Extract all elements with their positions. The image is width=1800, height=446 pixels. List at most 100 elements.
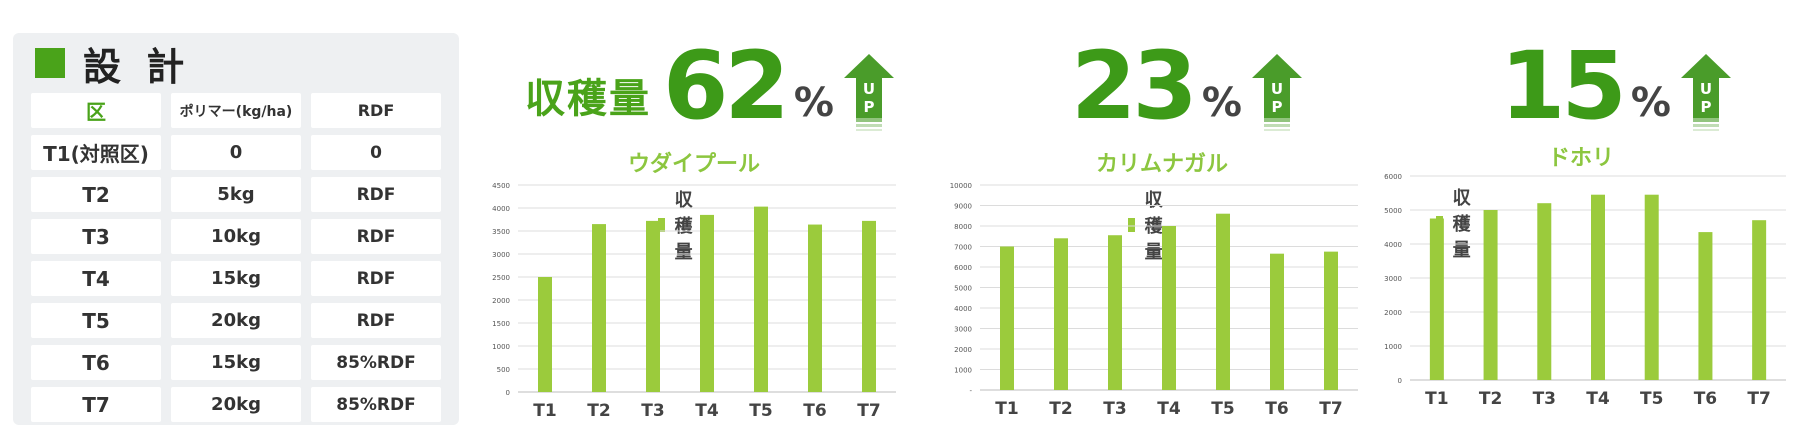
chart-legend: 収穫量 — [1128, 186, 1170, 264]
bar-T6 — [1270, 253, 1284, 390]
y-tick-label: 3000 — [954, 326, 972, 334]
table-cell-polymer: 20kg — [171, 387, 301, 422]
legend-swatch — [1128, 218, 1135, 232]
headline-label: 収穫量 — [525, 76, 651, 122]
headline: 15 % U P — [1500, 32, 1731, 141]
x-tick-label: T4 — [695, 401, 719, 421]
x-tick-label: T3 — [1533, 389, 1556, 409]
y-tick-label: 3000 — [492, 251, 510, 259]
x-tick-label: T7 — [1747, 389, 1770, 409]
y-tick-label: 2500 — [492, 274, 510, 282]
y-tick-label: 8000 — [954, 223, 972, 231]
x-tick-label: T1 — [533, 401, 556, 421]
table-row: T7 20kg 85%RDF — [31, 387, 441, 422]
table-cell-plot: T7 — [31, 387, 161, 422]
bar-T6 — [808, 224, 822, 392]
up-letter-u: U — [863, 80, 875, 98]
table-cell-rdf: RDF — [311, 303, 441, 338]
table-cell-rdf: 85%RDF — [311, 345, 441, 380]
bar-T5 — [1216, 213, 1230, 390]
table-cell-rdf: RDF — [311, 261, 441, 296]
table-row: T2 5kg RDF — [31, 177, 441, 212]
table-cell-plot: T1(対照区) — [31, 135, 161, 170]
y-tick-label: - — [969, 387, 972, 395]
bar-T6 — [1698, 232, 1713, 380]
chart-legend: 収穫量 — [1436, 184, 1478, 262]
table-cell-polymer: 15kg — [171, 261, 301, 296]
y-tick-label: 7000 — [954, 244, 972, 252]
x-tick-label: T6 — [1265, 399, 1288, 419]
legend-swatch — [1436, 216, 1443, 230]
legend-label: 収穫量 — [1452, 188, 1471, 261]
bar-T5 — [754, 206, 768, 392]
bar-T4 — [700, 214, 714, 392]
x-tick-label: T3 — [641, 401, 664, 421]
bar-T1 — [1000, 246, 1014, 390]
y-tick-label: 1500 — [492, 320, 510, 328]
legend-swatch — [658, 218, 665, 232]
chart-title: ウダイプール — [628, 152, 761, 177]
legend-label: 収穫量 — [674, 190, 693, 263]
bar-T7 — [862, 220, 876, 392]
x-tick-label: T7 — [857, 401, 880, 421]
design-title: 設 計 — [35, 38, 191, 89]
bar-T1 — [538, 277, 552, 392]
y-tick-label: 5000 — [954, 285, 972, 293]
bar-T2 — [592, 224, 606, 392]
x-tick-label: T3 — [1103, 399, 1126, 419]
x-tick-label: T1 — [1425, 389, 1448, 409]
up-letter-p: P — [863, 98, 874, 116]
title-square-icon — [35, 48, 65, 78]
increase-value: 62 — [663, 32, 790, 141]
chart-title: ドホリ — [1548, 146, 1615, 171]
up-letter-p: P — [1700, 98, 1711, 116]
legend-label: 収穫量 — [1144, 190, 1163, 263]
chart-title: カリムナガル — [1096, 152, 1229, 177]
y-tick-label: 1000 — [954, 367, 972, 375]
table-row: T1(対照区) 0 0 — [31, 135, 441, 170]
table-cell-plot: T4 — [31, 261, 161, 296]
up-arrow-icon: U P — [1680, 54, 1731, 131]
up-letter-u: U — [1700, 80, 1712, 98]
y-tick-label: 9000 — [954, 203, 972, 211]
x-tick-label: T5 — [1640, 389, 1663, 409]
y-tick-label: 2000 — [492, 297, 510, 305]
table-cell-polymer: 5kg — [171, 177, 301, 212]
chart-legend: 収穫量 — [658, 186, 700, 264]
table-row: T4 15kg RDF — [31, 261, 441, 296]
x-tick-label: T5 — [1211, 399, 1234, 419]
table-cell-rdf: RDF — [311, 177, 441, 212]
bar-T4 — [1591, 194, 1605, 380]
increase-value: 23 — [1071, 32, 1198, 141]
table-cell-polymer: 15kg — [171, 345, 301, 380]
y-tick-label: 5000 — [1384, 207, 1402, 215]
x-tick-label: T1 — [995, 399, 1018, 419]
table-cell-polymer: 0 — [171, 135, 301, 170]
table-cell-plot: T6 — [31, 345, 161, 380]
y-tick-label: 6000 — [1384, 173, 1402, 181]
x-tick-label: T2 — [1049, 399, 1072, 419]
table-cell-rdf: 0 — [311, 135, 441, 170]
increase-unit: % — [793, 80, 834, 126]
increase-unit: % — [1201, 80, 1242, 126]
header-cell-plot: 区 — [31, 93, 161, 128]
y-tick-label: 1000 — [492, 343, 510, 351]
x-tick-label: T7 — [1319, 399, 1342, 419]
y-tick-label: 2000 — [954, 346, 972, 354]
design-panel: 設 計 区 ポリマー(kg/ha) RDF T1(対照区) 0 0 T2 5kg… — [13, 33, 459, 425]
bar-T7 — [1752, 220, 1767, 380]
increase-value: 15 — [1500, 32, 1627, 141]
bar-T7 — [1324, 251, 1338, 390]
table-row: T6 15kg 85%RDF — [31, 345, 441, 380]
x-tick-label: T5 — [749, 401, 772, 421]
bar-T3 — [1537, 203, 1552, 380]
table-row: T3 10kg RDF — [31, 219, 441, 254]
y-tick-label: 3500 — [492, 228, 510, 236]
design-title-text: 設 計 — [83, 44, 191, 89]
up-arrow-icon: U P — [1251, 54, 1302, 131]
table-cell-rdf: 85%RDF — [311, 387, 441, 422]
table-cell-plot: T2 — [31, 177, 161, 212]
table-cell-polymer: 10kg — [171, 219, 301, 254]
bar-T2 — [1054, 238, 1068, 390]
y-tick-label: 4000 — [1384, 241, 1402, 249]
